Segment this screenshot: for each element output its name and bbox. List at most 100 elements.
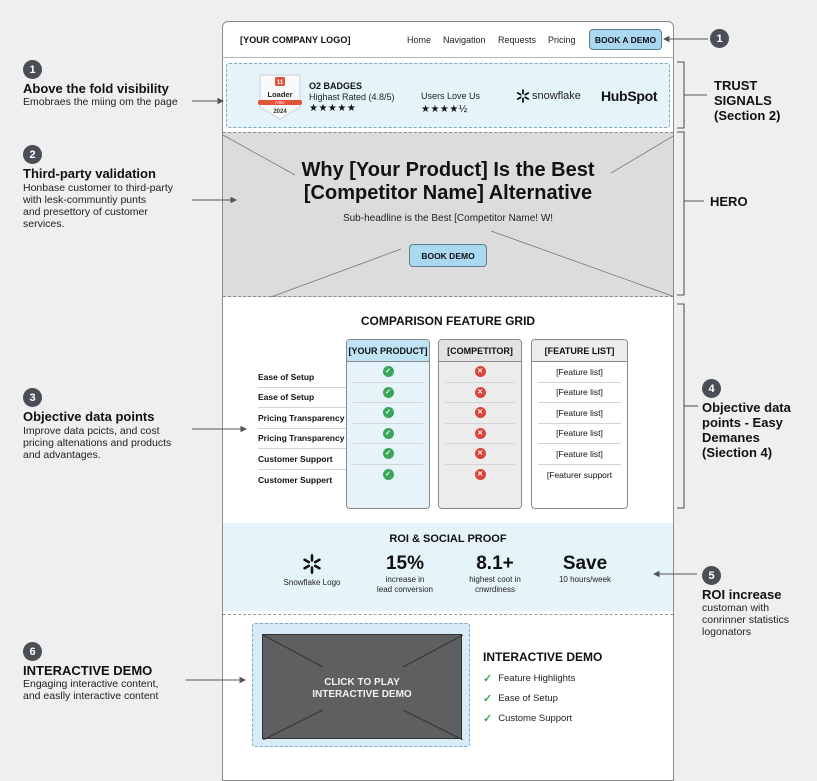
table-cell: ✓ [353, 403, 423, 424]
roi-item-time-saved: Save 10 hours/week [558, 553, 612, 584]
nav-link-pricing[interactable]: Pricing [548, 35, 576, 45]
demo-frame: CLICK TO PLAY INTERACTIVE DEMO [252, 623, 470, 747]
snowflake-icon [303, 554, 321, 574]
check-icon: ✓ [382, 448, 394, 460]
svg-text:11: 11 [277, 80, 284, 86]
demo-feature-item: ✓ Feature Highlights [483, 673, 576, 685]
row-label: Ease of Setup [258, 388, 346, 408]
check-icon: ✓ [382, 469, 394, 481]
svg-text:2024: 2024 [273, 109, 287, 115]
row-label: Customer Suppert [258, 474, 333, 485]
checkmark-icon: ✓ [483, 693, 493, 705]
annotation-body: Honbase customer to third-party with les… [23, 182, 173, 230]
check-icon: ✓ [382, 427, 394, 439]
check-icon: ✓ [382, 386, 394, 398]
step-number-badge: 1 [23, 60, 42, 79]
annotation-body: customan with conrinner statistics logon… [702, 602, 789, 638]
hero-label: HERO [710, 194, 748, 209]
step-number-badge: 6 [23, 642, 42, 661]
placeholder-cross-lines [263, 635, 463, 740]
hero-headline: Why [Your Product] Is the Best [Competit… [301, 159, 595, 204]
column-header: [YOUR PRODUCT] [347, 340, 429, 362]
row-label: Ease of Setup [258, 367, 346, 388]
svg-text:FREE: FREE [275, 101, 285, 105]
snowflake-logo: snowflake [516, 89, 581, 103]
table-cell: ✕ [445, 424, 515, 444]
interactive-demo-player[interactable]: CLICK TO PLAY INTERACTIVE DEMO [262, 634, 463, 740]
table-cell: ✓ [353, 383, 423, 403]
placeholder-cross-lines [223, 134, 673, 298]
table-cell: [Feature list] [538, 383, 621, 403]
annotation-title: Third-party validation [23, 166, 156, 181]
trust-signals-label: TRUST SIGNALS (Section 2) [714, 78, 781, 123]
book-a-demo-button[interactable]: BOOK A DEMO [589, 29, 662, 50]
annotation-title: Objective data points [23, 409, 155, 424]
hubspot-logo: HubSpot [601, 88, 658, 104]
annotation-title: Above the fold visibility [23, 81, 169, 96]
table-cell: ✕ [445, 403, 515, 424]
cross-icon: ✕ [474, 366, 486, 378]
column-header: [FEATURE LIST] [532, 340, 627, 362]
annotation-body: Emobraes the miing om the page [23, 96, 178, 108]
landing-page-wireframe: [YOUR COMPANY LOGO] Home Navigation Requ… [222, 21, 674, 781]
snowflake-icon [516, 89, 530, 103]
top-navigation: [YOUR COMPANY LOGO] Home Navigation Requ… [223, 22, 673, 58]
table-cell: ✕ [445, 362, 515, 383]
table-cell: ✕ [445, 444, 515, 465]
checkmark-icon: ✓ [483, 713, 493, 725]
annotation-title: INTERACTIVE DEMO [23, 663, 153, 678]
g2-badge-icon: 11 Loader FREE 2024 [258, 74, 302, 120]
section-divider [223, 614, 673, 615]
table-cell: ✕ [445, 383, 515, 403]
play-demo-label[interactable]: CLICK TO PLAY INTERACTIVE DEMO [312, 677, 412, 700]
roi-item-lead-conversion: 15% increase in lead conversion [376, 553, 434, 594]
step-number-badge: 4 [702, 379, 721, 398]
table-cell: [Feature list] [538, 362, 621, 383]
check-icon: ✓ [382, 366, 394, 378]
hero-book-demo-button[interactable]: BOOK DEMO [409, 244, 487, 267]
your-product-column: [YOUR PRODUCT] ✓ ✓ ✓ ✓ ✓ ✓ [346, 339, 430, 509]
row-label: Pricing Transparency [258, 429, 346, 449]
step-number-badge: 3 [23, 388, 42, 407]
annotation-body: Improve data pcicts, and cost pricing al… [23, 425, 172, 461]
badge-rating: Highast Rated (4.8/5) [309, 92, 395, 102]
feature-list-column: [FEATURE LIST] [Feature list] [Feature l… [531, 339, 628, 509]
trust-signals-section: 11 Loader FREE 2024 O2 BADGES Highast Ra… [226, 63, 670, 128]
competitor-column: [COMPETITOR] ✕ ✕ ✕ ✕ ✕ ✕ [438, 339, 522, 509]
cross-icon: ✕ [474, 407, 486, 419]
table-cell: ✕ [445, 465, 515, 486]
table-cell: [Feature list] [538, 424, 621, 444]
nav-link-requests[interactable]: Requests [498, 35, 537, 45]
checkmark-icon: ✓ [483, 673, 493, 685]
users-love-us-label: Users Love Us [421, 91, 481, 101]
annotation-title: Objective data points - Easy Demanes (Si… [702, 400, 791, 460]
four-half-star-rating: ★★★★½ [421, 104, 468, 115]
step-number-badge: 2 [23, 145, 42, 164]
annotation-body: Engaging interactive content, and easlly… [23, 678, 159, 702]
roi-item-highest-score: 8.1+ highest coot in cnwrdiness [469, 553, 521, 594]
badge-title: O2 BADGES [309, 81, 363, 91]
row-label: Pricing Transparency [258, 408, 346, 429]
demo-feature-item: ✓ Custome Support [483, 713, 573, 725]
table-cell: [Feature list] [538, 403, 621, 424]
demo-feature-item: ✓ Ease of Setup [483, 693, 558, 705]
table-cell: [Featurer support [546, 469, 613, 480]
cross-icon: ✕ [474, 427, 486, 439]
roi-item-snowflake: Snowflake Logo [262, 553, 362, 588]
column-header: [COMPETITOR] [439, 340, 521, 362]
hero-subheadline: Sub-headline is the Best [Competitor Nam… [342, 213, 554, 224]
table-cell: ✓ [353, 444, 423, 465]
table-cell: ✓ [353, 424, 423, 444]
step-number-badge: 5 [702, 566, 721, 585]
row-label: Customer Support [258, 449, 346, 470]
table-cell: [Feature list] [538, 444, 621, 465]
roi-title: ROI & SOCIAL PROOF [389, 533, 507, 545]
company-logo[interactable]: [YOUR COMPANY LOGO] [240, 35, 351, 45]
nav-link-navigation[interactable]: Navigation [443, 35, 486, 45]
svg-text:Loader: Loader [267, 90, 292, 99]
annotation-title: ROI increase [702, 587, 782, 602]
comparison-grid-title: COMPARISON FEATURE GRID [360, 314, 536, 328]
cross-icon: ✕ [474, 469, 486, 481]
nav-link-home[interactable]: Home [407, 35, 432, 45]
table-cell: ✓ [353, 465, 423, 486]
